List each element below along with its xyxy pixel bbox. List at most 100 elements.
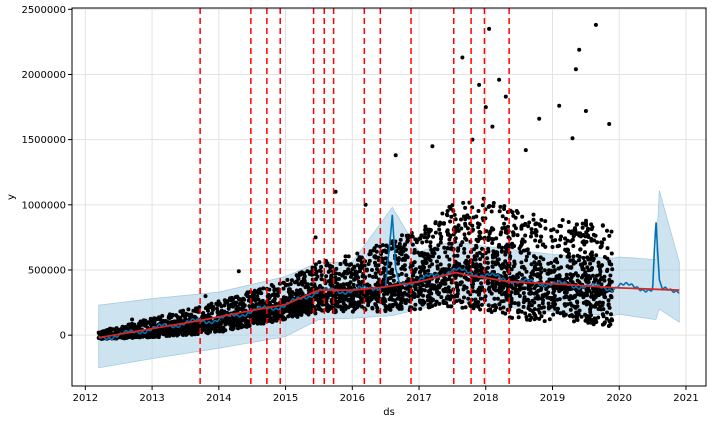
observed-point: [285, 304, 290, 309]
trend-series: [98, 271, 680, 339]
observed-point: [371, 274, 375, 279]
observed-point: [512, 301, 517, 306]
observed-point: [546, 301, 551, 306]
observed-point: [326, 279, 331, 284]
observed-point: [531, 217, 536, 222]
observed-point: [491, 255, 495, 260]
observed-point: [585, 314, 590, 318]
observed-point: [373, 260, 377, 265]
observed-point: [218, 301, 222, 306]
observed-point: [459, 226, 464, 231]
observed-point: [596, 260, 601, 265]
observed-point: [421, 251, 426, 256]
observed-point: [346, 305, 351, 310]
observed-point: [527, 313, 532, 318]
observed-point: [495, 296, 500, 301]
observed-point: [531, 212, 536, 217]
observed-point: [538, 255, 543, 260]
observed-point: [479, 302, 484, 307]
observed-point: [557, 289, 562, 294]
observed-point: [599, 244, 604, 249]
observed-point: [501, 299, 506, 304]
observed-point: [157, 333, 162, 337]
observed-point: [543, 292, 547, 297]
observed-point: [303, 308, 308, 313]
observed-point: [578, 247, 583, 252]
observed-point: [430, 144, 435, 149]
observed-point: [448, 219, 453, 224]
observed-point: [445, 231, 450, 236]
observed-point: [418, 306, 423, 311]
observed-point: [439, 295, 444, 300]
observed-point: [579, 314, 584, 319]
observed-point: [149, 317, 154, 322]
observed-point: [160, 313, 165, 318]
observed-point: [436, 255, 441, 260]
observed-point: [476, 225, 481, 230]
observed-point: [228, 322, 233, 327]
observed-point: [602, 278, 607, 283]
observed-point: [485, 265, 490, 270]
observed-point: [373, 271, 378, 276]
observed-point: [255, 294, 260, 299]
observed-point: [589, 227, 594, 232]
observed-point: [225, 300, 230, 305]
observed-point: [558, 311, 563, 316]
observed-point: [455, 291, 460, 296]
observed-point: [396, 261, 400, 266]
observed-point: [442, 245, 447, 250]
observed-point: [557, 223, 562, 228]
observed-point: [490, 304, 495, 308]
observed-point: [520, 214, 525, 219]
observed-point: [410, 242, 415, 247]
observed-point: [302, 271, 307, 276]
observed-point: [537, 303, 542, 308]
observed-point: [256, 289, 261, 294]
observed-point: [532, 317, 537, 322]
observed-point: [236, 269, 241, 274]
observed-point: [585, 286, 590, 291]
observed-point: [503, 94, 508, 99]
observed-point: [436, 283, 441, 288]
observed-point: [455, 285, 459, 290]
observed-point: [439, 221, 444, 226]
observed-point: [217, 320, 221, 325]
observed-point: [206, 327, 211, 331]
observed-point: [333, 189, 338, 194]
observed-point: [228, 296, 232, 301]
observed-point: [307, 270, 312, 275]
observed-point: [404, 273, 409, 278]
observed-point: [497, 302, 502, 307]
observed-point: [501, 305, 506, 310]
observed-point: [580, 225, 585, 230]
observed-point: [546, 261, 551, 266]
observed-point: [609, 262, 614, 267]
observed-point: [555, 274, 560, 279]
observed-point: [143, 334, 148, 339]
observed-point: [234, 307, 239, 311]
observed-point: [498, 281, 503, 286]
x-tick-label: 2012: [73, 393, 98, 404]
observed-point: [542, 310, 547, 315]
observed-point: [470, 284, 475, 289]
observed-point: [581, 256, 586, 260]
observed-point: [518, 250, 523, 255]
observed-point: [495, 257, 500, 262]
observed-point: [486, 308, 491, 313]
observed-point: [582, 242, 587, 247]
observed-point: [599, 276, 604, 281]
observed-point: [435, 264, 440, 269]
observed-point: [480, 203, 485, 208]
observed-point: [551, 269, 556, 274]
observed-point: [212, 322, 217, 327]
observed-point: [451, 232, 456, 237]
observed-point: [287, 309, 292, 314]
x-tick-label: 2015: [273, 393, 298, 404]
observed-point: [493, 288, 498, 293]
observed-point: [520, 286, 525, 291]
observed-point: [605, 269, 609, 273]
observed-point: [447, 257, 452, 262]
observed-point: [608, 322, 613, 327]
observed-point: [360, 274, 365, 279]
